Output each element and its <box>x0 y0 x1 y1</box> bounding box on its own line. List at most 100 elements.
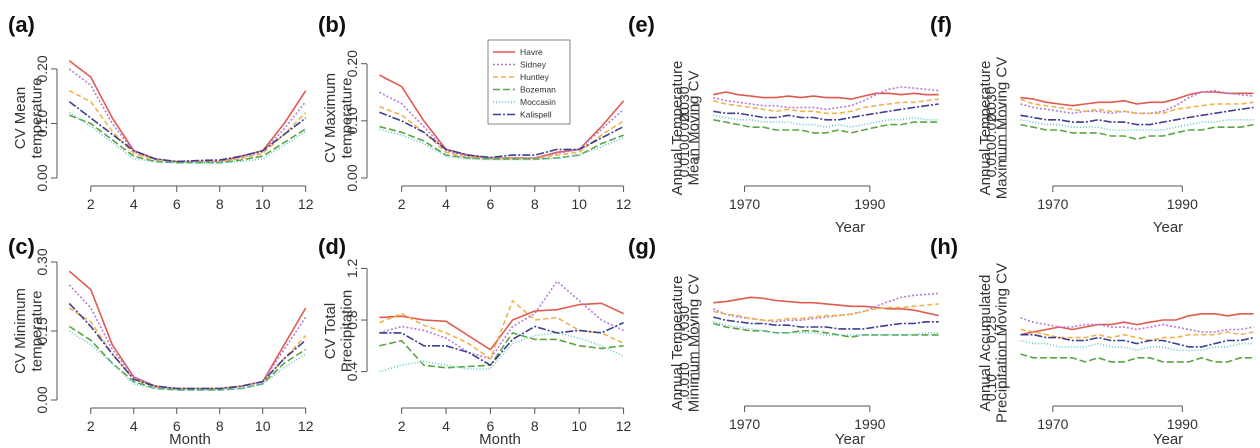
y-axis-label-line: Annual Accumulated <box>977 275 994 412</box>
x-tick-label: 1970 <box>1037 196 1068 212</box>
panel-c: (c) 0.00 0.15 0.30 2 4 6 8 10 12 CV Minimumtempera… <box>8 234 314 448</box>
series-line-kalispell <box>379 111 624 159</box>
y-axis-label-line: Maximum Moving CV <box>994 57 1011 200</box>
panel-letter: (b) <box>318 12 346 37</box>
x-tick-label: 2 <box>87 418 95 434</box>
y-axis-label-line: Mean Moving CV <box>686 70 703 185</box>
series-line-moccasin <box>379 332 624 373</box>
y-axis-label-line: Annual Temperature <box>669 276 686 411</box>
x-tick-label: 6 <box>173 418 181 434</box>
y-tick-label: 0.10 <box>34 110 50 137</box>
series-line-bozeman <box>379 125 624 160</box>
series-line-moccasin <box>68 330 307 391</box>
y-axis-label-line: CV Mean <box>12 87 29 150</box>
x-tick-label: 2 <box>87 196 95 212</box>
y-axis-label-line: Precipitation Moving CV <box>994 263 1011 423</box>
y-tick-label: 0.010 <box>676 142 692 177</box>
y-tick-label: 0.20 <box>34 55 50 82</box>
y-axis-label-line: temperature <box>29 78 46 159</box>
series-line-bozeman <box>68 325 307 391</box>
series-line-huntley <box>713 98 939 115</box>
x-tick-label: 1970 <box>1037 416 1068 432</box>
legend-box <box>487 39 571 125</box>
x-tick-label: 10 <box>255 418 271 434</box>
y-tick-label: 1.2 <box>344 259 360 279</box>
legend: Havre Sidney Huntley Bozeman Moccasin Kalispe… <box>487 39 571 125</box>
y-axis-label-line: CV Maximum <box>322 73 339 163</box>
series-line-havre <box>379 302 624 351</box>
y-axis-label-line: Precipitation <box>339 290 356 373</box>
x-tick-label: 8 <box>531 196 539 212</box>
x-tick-label: 8 <box>216 418 224 434</box>
panel-letter: (h) <box>930 234 958 259</box>
x-tick-label: 1990 <box>854 416 885 432</box>
series-line-havre <box>1020 91 1254 107</box>
legend-label-havre: Havre <box>520 47 543 57</box>
y-axis-label: Annual TemperatureMean Moving CV <box>669 61 703 196</box>
x-axis-label: Year <box>1153 219 1183 236</box>
series-line-sidney <box>1020 317 1254 333</box>
x-axis-label: Month <box>479 431 521 448</box>
series-line-kalispell <box>68 100 307 163</box>
legend-label-bozeman: Bozeman <box>520 85 556 95</box>
panel-b: (b) 0.00 0.10 0.20 2 4 6 8 10 12 CV Maximumtempera… <box>318 12 632 212</box>
y-tick-label: 0.10 <box>344 107 360 134</box>
y-axis-label: CV TotalPrecipitation <box>322 290 356 373</box>
x-tick-label: 8 <box>216 196 224 212</box>
series-line-moccasin <box>68 111 307 164</box>
x-tick-label: 8 <box>531 418 539 434</box>
x-axis-label: Year <box>1153 431 1183 448</box>
panel-letter: (f) <box>930 12 952 37</box>
panel-d: (d) 0.4 0.8 1.2 2 4 6 8 10 12 CV TotalPrecipitatio… <box>318 234 632 448</box>
legend-label-sidney: Sidney <box>520 60 547 70</box>
y-tick-label: 0.020 <box>983 107 999 142</box>
series-line-bozeman <box>1020 123 1254 140</box>
x-tick-label: 1990 <box>1167 416 1198 432</box>
series-line-bozeman <box>69 114 307 164</box>
series-line-havre <box>713 296 939 317</box>
y-axis-label: CV Meantemperature <box>12 78 46 159</box>
panel-a: (a) 0.00 0.10 0.20 2 4 6 8 10 12 CV Meantemperatur… <box>8 12 314 212</box>
y-tick-label: 0.10 <box>983 374 999 401</box>
series-line-havre <box>1020 312 1254 336</box>
x-tick-label: 12 <box>298 418 314 434</box>
legend-label-moccasin: Moccasin <box>520 97 556 107</box>
panel-g: (g) 0.010 0.030 1970 1990 Annual TemperatureM… <box>628 234 939 448</box>
y-tick-label: 0.20 <box>344 50 360 77</box>
series-line-sidney <box>68 68 307 163</box>
series-line-huntley <box>1020 98 1254 115</box>
series-line-bozeman <box>1020 353 1254 363</box>
series-line-moccasin <box>1020 119 1254 131</box>
y-tick-label: 0.15 <box>34 317 50 344</box>
series-line-bozeman <box>379 332 624 369</box>
x-tick-label: 4 <box>442 418 450 434</box>
series-line-huntley <box>379 105 625 160</box>
y-tick-label: 0.4 <box>344 362 360 382</box>
x-tick-label: 6 <box>487 196 495 212</box>
y-axis-label: Annual AccumulatedPrecipitation Moving C… <box>977 263 1011 423</box>
legend-label-kalispell: Kalispell <box>520 110 552 120</box>
panel-letter: (d) <box>318 234 346 259</box>
series-line-moccasin <box>713 114 939 128</box>
x-tick-label: 2 <box>398 196 406 212</box>
series-line-kalispell <box>68 302 307 390</box>
y-axis-label-line: Annual Temperature <box>977 61 994 196</box>
x-tick-label: 6 <box>173 196 181 212</box>
y-tick-label: 0.00 <box>344 164 360 191</box>
x-axis-label: Year <box>835 219 865 236</box>
y-tick-label: 0.030 <box>676 86 692 121</box>
y-tick-label: 0.25 <box>983 316 999 343</box>
panel-letter: (c) <box>8 234 35 259</box>
series-line-kalispell <box>713 103 939 121</box>
series-line-bozeman <box>713 322 939 338</box>
y-axis-label: Annual TemperatureMinimum Moving CV <box>669 274 703 412</box>
y-tick-label: 0.020 <box>676 107 692 142</box>
y-tick-label: 0.8 <box>344 310 360 330</box>
y-axis-label-line: temperature <box>339 78 356 159</box>
y-tick-label: 0.030 <box>983 86 999 121</box>
series-line-huntley <box>713 303 939 322</box>
series-line-kalispell <box>1020 106 1254 126</box>
panel-letter: (g) <box>628 234 656 259</box>
